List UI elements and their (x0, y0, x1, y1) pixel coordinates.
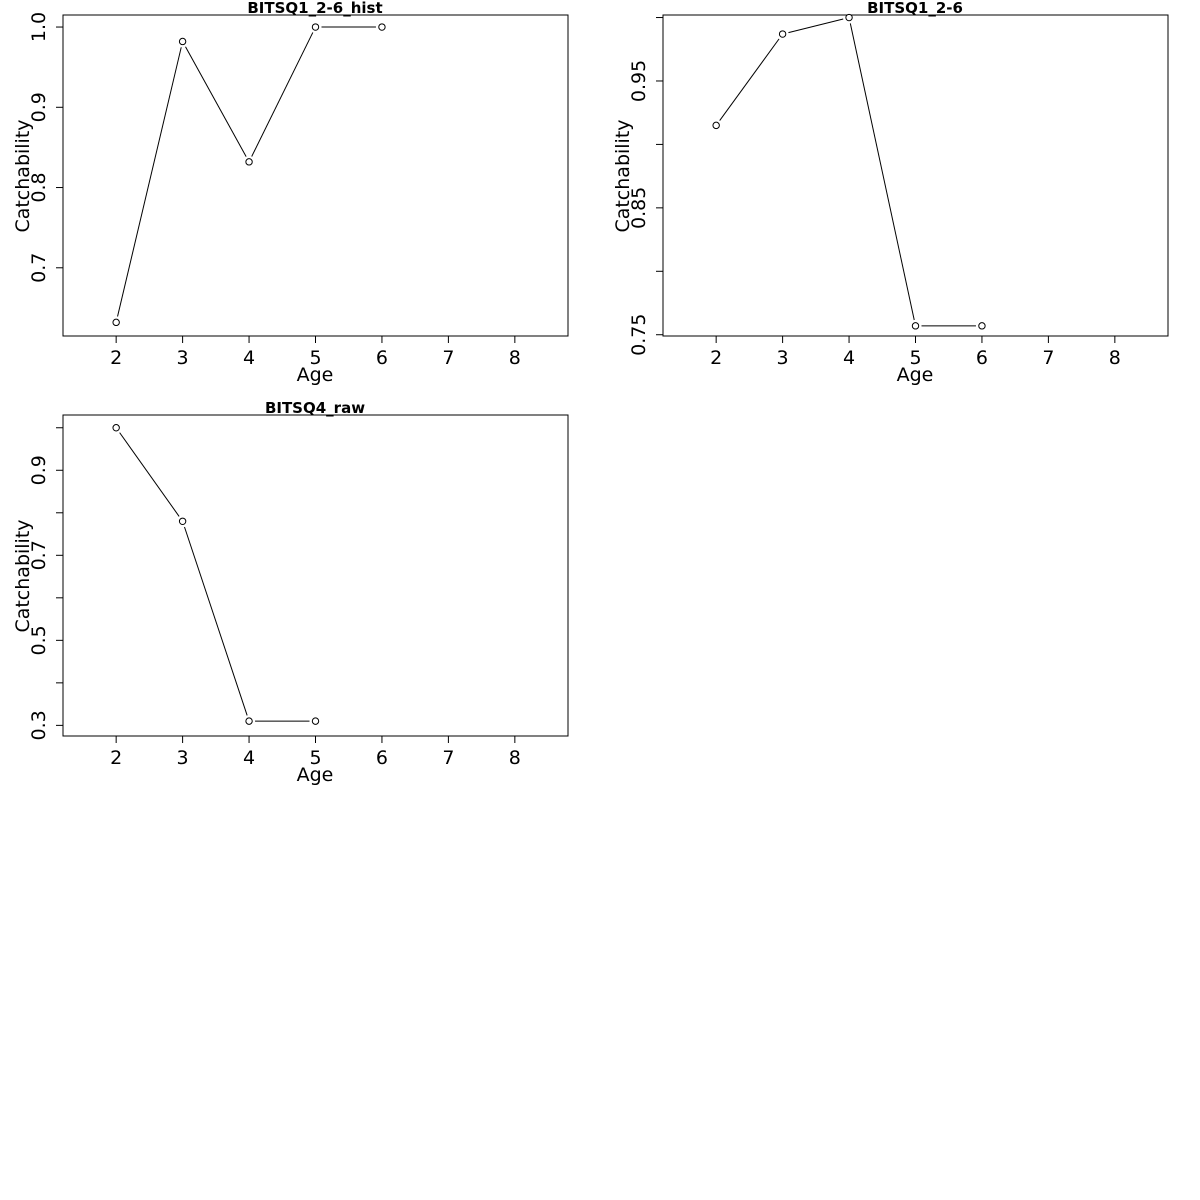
x-tick-label: 4 (843, 347, 855, 369)
series-line-segment (788, 18, 844, 34)
x-tick-label: 6 (376, 347, 388, 369)
data-point (311, 23, 320, 31)
x-tick-label: 5 (309, 747, 321, 769)
y-tick-label: 0.3 (28, 710, 50, 740)
x-tick-label: 8 (509, 347, 521, 369)
data-point (845, 13, 853, 22)
x-tick-label: 6 (376, 747, 388, 769)
series-line-segment (117, 47, 182, 317)
y-tick-label: 0.8 (28, 172, 50, 202)
data-point (178, 37, 187, 46)
y-tick-label: 0.9 (28, 455, 50, 485)
y-tick-label: 0.9 (28, 92, 50, 122)
x-tick-label: 6 (976, 347, 988, 369)
x-tick-label: 4 (243, 347, 255, 369)
x-tick-label: 4 (243, 747, 255, 769)
x-tick-label: 2 (110, 347, 122, 369)
data-point (245, 717, 253, 725)
x-tick-label: 2 (710, 347, 722, 369)
panel-title: BITSQ1_2-6_hist (247, 0, 382, 17)
y-tick-label: 0.7 (28, 253, 50, 283)
data-point (112, 424, 120, 432)
panel-title: BITSQ1_2-6 (867, 0, 963, 17)
x-tick-label: 7 (442, 747, 454, 769)
series-line-segment (185, 46, 247, 157)
y-tick-label: 0.7 (28, 540, 50, 570)
x-tick-label: 7 (1042, 347, 1054, 369)
series-line-segment (119, 432, 180, 517)
series-line-segment (719, 38, 780, 121)
data-point (378, 23, 386, 31)
x-axis-label: Age (297, 764, 334, 786)
data-point (712, 121, 720, 130)
y-tick-label: 0.95 (628, 60, 650, 102)
x-tick-label: 3 (177, 747, 189, 769)
series-line-segment (184, 526, 248, 716)
series-line-segment (849, 23, 915, 321)
y-tick-label: 0.75 (628, 314, 650, 356)
x-tick-label: 8 (1109, 347, 1121, 369)
x-tick-label: 5 (309, 347, 321, 369)
x-axis-label: Age (297, 364, 334, 386)
x-tick-label: 3 (177, 347, 189, 369)
data-point (911, 322, 920, 330)
y-axis-label: Catchability (12, 119, 34, 232)
y-tick-label: 1.0 (28, 12, 50, 42)
panel-title: BITSQ4_raw (265, 399, 365, 417)
y-tick-label: 0.5 (28, 625, 50, 655)
series-line-segment (251, 32, 314, 157)
panel-bitsq1-2-6: BITSQ1_2-6 Age Catchability 2 3 4 5 6 7 8 0.75 0… (612, 0, 1169, 386)
x-tick-label: 5 (909, 347, 921, 369)
panel-bitsq1-2-6-hist: BITSQ1_2-6_hist Age Catchability 2 3 4 5 6 7 8… (12, 0, 569, 386)
x-tick-label: 3 (777, 347, 789, 369)
data-point (178, 517, 187, 525)
data-point (311, 717, 320, 725)
data-point (112, 318, 120, 327)
data-point (778, 30, 787, 38)
data-point (978, 322, 986, 330)
y-tick-label: 0.85 (628, 187, 650, 229)
panel-bitsq4-raw: BITSQ4_raw Age Catchability 2 3 4 5 6 7 8 0.3 0.… (12, 399, 569, 786)
x-tick-label: 8 (509, 747, 521, 769)
data-point (245, 158, 253, 166)
y-axis-label: Catchability (12, 519, 34, 632)
x-axis-label: Age (897, 364, 934, 386)
y-axis-label: Catchability (612, 119, 634, 232)
x-tick-label: 2 (110, 747, 122, 769)
x-tick-label: 7 (442, 347, 454, 369)
